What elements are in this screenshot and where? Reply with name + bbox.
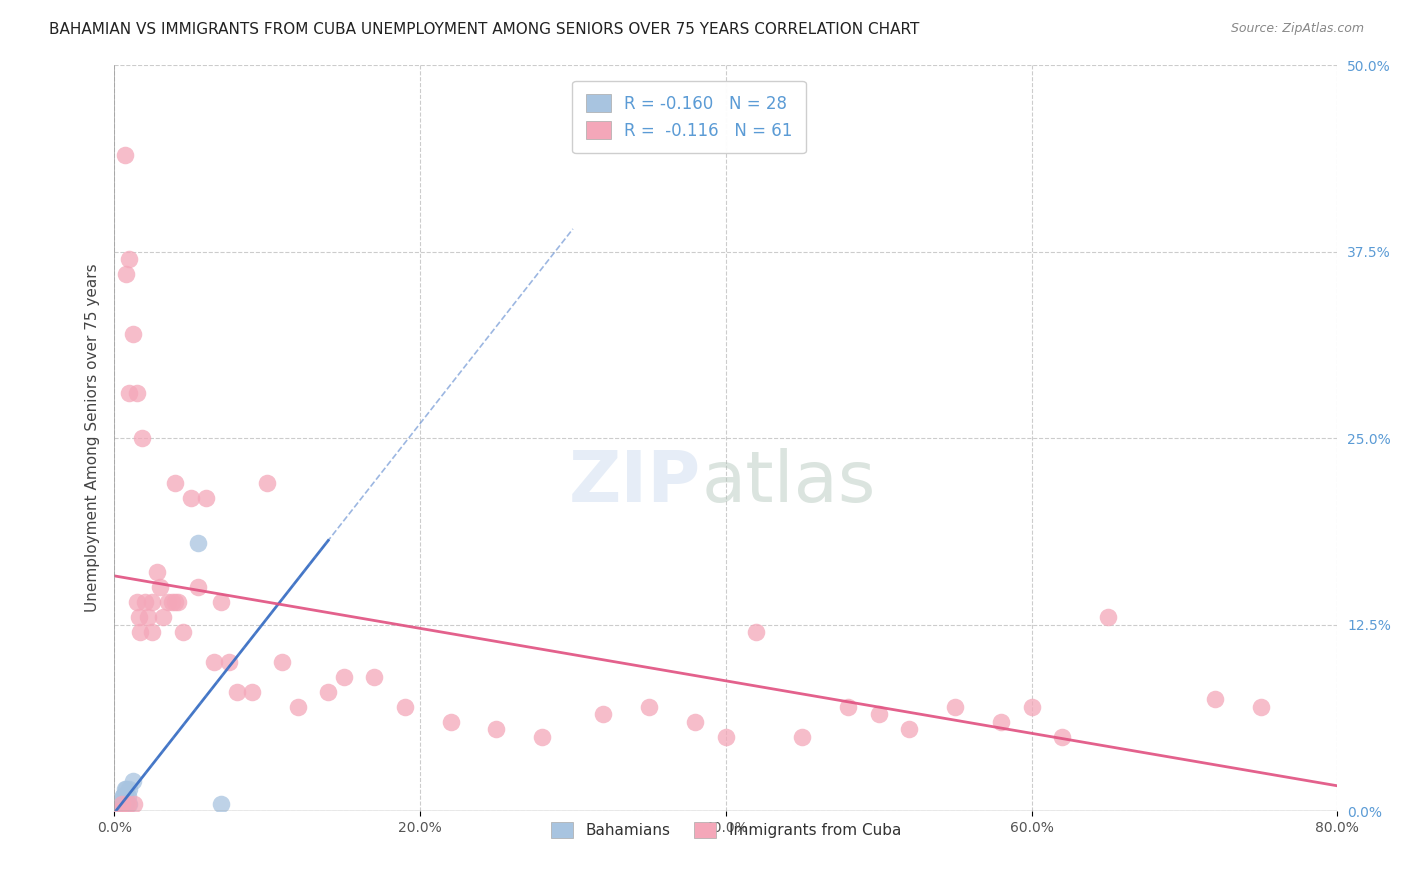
Point (837, 699, 859, 714)
Point (107, 804, 129, 818)
Point (256, 475, 278, 490)
Point (111, 804, 134, 818)
Point (111, 804, 134, 818)
Point (112, 789, 135, 804)
Point (187, 580, 209, 594)
Point (118, 797, 141, 811)
Text: ZIP: ZIP (569, 449, 702, 517)
Point (107, 804, 129, 818)
Point (122, 797, 145, 811)
Point (112, 789, 135, 804)
Point (114, 789, 136, 804)
Point (115, 797, 138, 811)
Point (1204, 692, 1226, 706)
Point (114, 147, 136, 161)
Point (439, 714, 461, 729)
Point (121, 774, 143, 789)
Point (110, 804, 132, 818)
Point (141, 625, 163, 640)
Point (1250, 699, 1272, 714)
Point (943, 699, 966, 714)
Point (218, 655, 240, 669)
Point (134, 595, 156, 609)
Point (117, 797, 139, 811)
Point (531, 730, 554, 744)
Point (127, 595, 149, 609)
Point (165, 595, 187, 609)
Point (104, 804, 127, 818)
Legend: Bahamians, Immigrants from Cuba: Bahamians, Immigrants from Cuba (544, 815, 907, 845)
Point (110, 804, 132, 818)
Point (363, 670, 385, 684)
Point (149, 580, 172, 594)
Point (118, 781, 141, 796)
Point (114, 797, 136, 811)
Point (105, 804, 128, 818)
Point (332, 670, 354, 684)
Point (156, 595, 179, 609)
Point (118, 252, 141, 266)
Point (1050, 730, 1073, 744)
Point (394, 699, 416, 714)
Point (792, 730, 814, 744)
Point (271, 655, 294, 669)
Point (187, 535, 209, 549)
Point (209, 595, 232, 609)
Y-axis label: Unemployment Among Seniors over 75 years: Unemployment Among Seniors over 75 years (86, 264, 100, 613)
Point (112, 797, 135, 811)
Point (129, 625, 152, 640)
Point (714, 730, 737, 744)
Point (107, 804, 129, 818)
Point (638, 699, 661, 714)
Point (225, 685, 247, 699)
Point (162, 595, 184, 609)
Point (683, 714, 706, 729)
Text: atlas: atlas (702, 449, 876, 517)
Point (202, 655, 225, 669)
Point (111, 797, 134, 811)
Point (105, 804, 128, 818)
Point (152, 610, 174, 624)
Point (118, 386, 141, 401)
Point (165, 475, 187, 490)
Point (194, 491, 217, 505)
Point (141, 595, 163, 609)
Point (485, 722, 508, 736)
Point (240, 685, 263, 699)
Point (1097, 610, 1119, 624)
Point (1021, 699, 1043, 714)
Point (898, 722, 921, 736)
Point (287, 699, 309, 714)
Point (110, 804, 132, 818)
Point (868, 707, 890, 722)
Point (146, 566, 169, 580)
Point (592, 707, 614, 722)
Point (111, 797, 134, 811)
Point (128, 610, 150, 624)
Point (167, 595, 190, 609)
Point (117, 797, 139, 811)
Point (117, 789, 139, 804)
Point (172, 625, 194, 640)
Point (316, 685, 339, 699)
Point (209, 797, 232, 811)
Point (990, 714, 1012, 729)
Point (136, 610, 159, 624)
Point (111, 797, 134, 811)
Point (107, 804, 129, 818)
Text: Source: ZipAtlas.com: Source: ZipAtlas.com (1230, 22, 1364, 36)
Point (131, 431, 153, 445)
Point (180, 491, 202, 505)
Point (121, 326, 143, 341)
Point (745, 625, 768, 640)
Point (127, 386, 149, 401)
Point (114, 781, 136, 796)
Point (115, 781, 138, 796)
Text: BAHAMIAN VS IMMIGRANTS FROM CUBA UNEMPLOYMENT AMONG SENIORS OVER 75 YEARS CORREL: BAHAMIAN VS IMMIGRANTS FROM CUBA UNEMPLO… (49, 22, 920, 37)
Point (115, 267, 138, 281)
